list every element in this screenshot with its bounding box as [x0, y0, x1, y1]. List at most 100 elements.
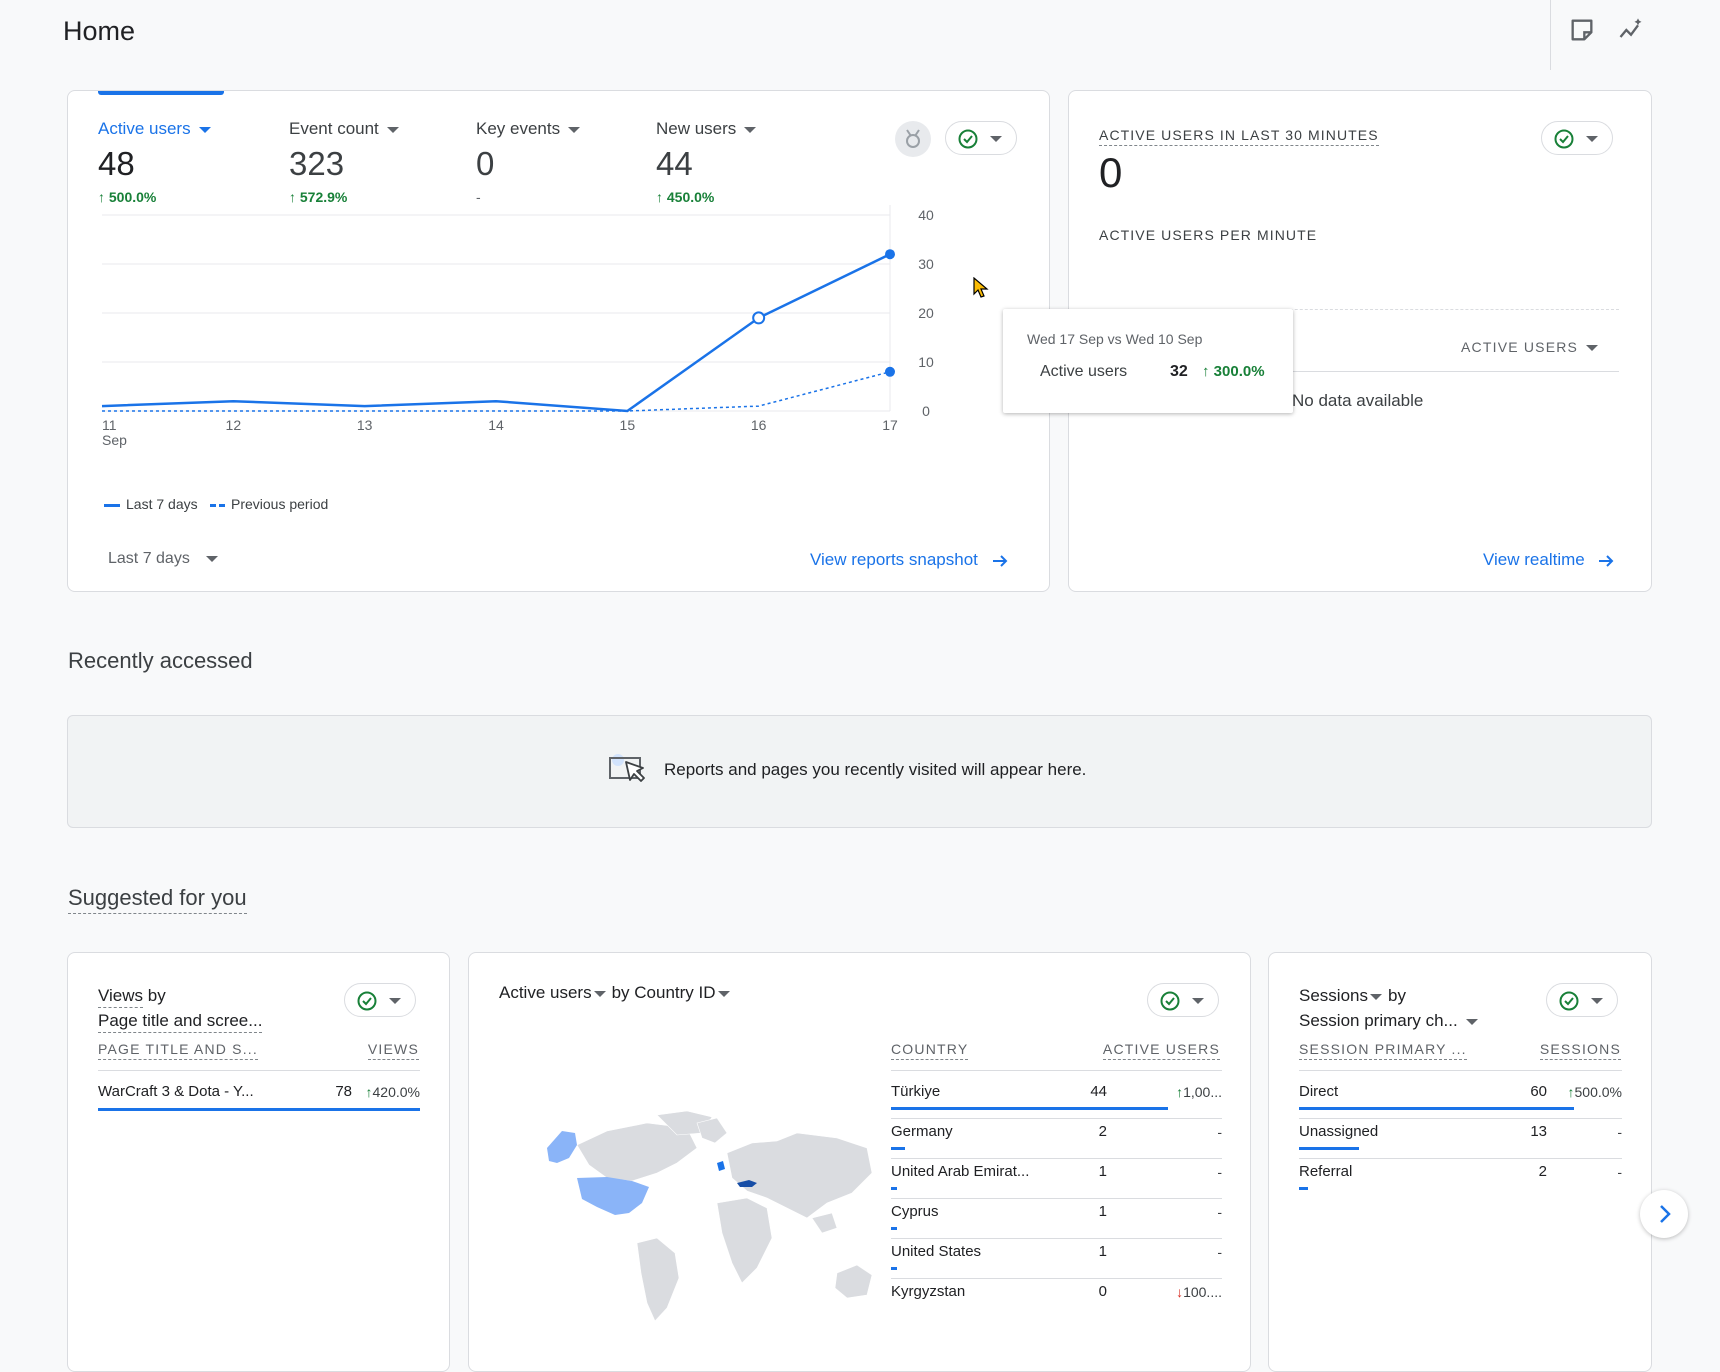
country-header-divider	[891, 1070, 1222, 1071]
country-card: Active users by Country ID COUNTRY ACTIVE…	[468, 952, 1251, 1372]
row-divider	[891, 1278, 1222, 1279]
table-row[interactable]: Türkiye 44 ↑1,00...	[891, 1083, 1222, 1119]
check-circle-icon	[1554, 129, 1574, 149]
realtime-column-header[interactable]: ACTIVE USERS	[1461, 339, 1599, 355]
sessions-col-value: SESSIONS	[1539, 1041, 1621, 1060]
sessions-card: Sessions by Session primary ch... SESSION…	[1268, 952, 1652, 1372]
table-row[interactable]: Unassigned 13 -	[1299, 1123, 1622, 1159]
views-filter-button[interactable]	[344, 983, 416, 1017]
current-period-line	[101, 253, 891, 413]
metric-key-events[interactable]: Key events 0 -	[476, 119, 636, 205]
overview-card: Active users 48 ↑ 500.0% Event count 323…	[67, 90, 1293, 592]
recently-accessed-title: Recently accessed	[68, 648, 253, 673]
chevron-right-icon	[1660, 1205, 1671, 1223]
legend-previous: Previous period	[210, 496, 328, 512]
x-tick-label: 12	[226, 417, 242, 433]
chevron-down-icon	[1586, 136, 1598, 142]
x-tick-label: 16	[751, 417, 767, 433]
x-tick-label: 14	[488, 417, 504, 433]
table-row[interactable]: Referral 2 -	[1299, 1163, 1622, 1199]
table-row-bar	[891, 1227, 898, 1230]
table-row[interactable]: United States 1 -	[891, 1243, 1222, 1279]
country-filter-button[interactable]	[1147, 983, 1219, 1017]
no-data-message: No data available	[1292, 391, 1424, 410]
views-header-divider	[98, 1070, 420, 1071]
table-row-value: 1	[1098, 1163, 1107, 1180]
check-circle-icon	[1559, 991, 1579, 1011]
view-realtime-link[interactable]: View realtime	[1483, 550, 1615, 570]
table-row-value: 44	[1090, 1083, 1107, 1100]
metric-value: 323	[289, 145, 345, 182]
per-minute-baseline	[1099, 309, 1619, 310]
table-row-name: United Arab Emirat...	[891, 1163, 1030, 1180]
table-row-name: Germany	[891, 1123, 953, 1140]
table-row-value: 78	[335, 1083, 352, 1100]
y-tick-label: 40	[918, 207, 934, 223]
table-row-change: ↑1,00...	[1176, 1084, 1222, 1100]
active-users-line-chart[interactable]: 0 10 20 30 40 11 12 13 14 15 16 17 Sep	[68, 201, 1051, 461]
table-row[interactable]: Germany 2 -	[891, 1123, 1222, 1159]
insights-badge-icon[interactable]	[895, 121, 931, 157]
turkiye-shape	[737, 1180, 757, 1187]
sessions-card-title[interactable]: Sessions by Session primary ch...	[1299, 983, 1478, 1033]
metric-event-count[interactable]: Event count 323 ↑ 572.9%	[289, 119, 449, 205]
pointer-click-icon	[609, 754, 645, 782]
metric-active-users[interactable]: Active users 48 ↑ 500.0%	[98, 119, 258, 205]
tooltip-value: 32	[1170, 363, 1188, 380]
sessions-header-divider	[1299, 1070, 1622, 1071]
x-tick-label: 15	[620, 417, 636, 433]
usa-shape	[577, 1177, 649, 1215]
y-tick-label: 10	[918, 354, 934, 370]
row-divider	[891, 1118, 1222, 1119]
country-card-title[interactable]: Active users by Country ID	[499, 983, 730, 1003]
realtime-filter-button[interactable]	[1541, 121, 1613, 155]
date-range-dropdown[interactable]: Last 7 days	[108, 550, 218, 568]
table-row-name: United States	[891, 1243, 982, 1260]
chevron-down-icon	[1591, 998, 1603, 1004]
world-map[interactable]	[537, 1103, 877, 1323]
metric-new-users[interactable]: New users 44 ↑ 450.0%	[656, 119, 816, 205]
tooltip-date: Wed 17 Sep vs Wed 10 Sep	[1027, 331, 1203, 347]
suggested-title: Suggested for you	[68, 885, 247, 914]
carousel-next-button[interactable]	[1640, 1190, 1688, 1238]
metric-label: Key events	[476, 119, 636, 139]
arrow-right-icon	[992, 554, 1008, 567]
table-row[interactable]: Kyrgyzstan 0 ↓100....	[891, 1283, 1222, 1319]
metric-change: ↑ 572.9%	[289, 189, 348, 205]
x-tick-label: 11	[102, 417, 117, 433]
per-minute-title: ACTIVE USERS PER MINUTE	[1099, 227, 1318, 243]
table-row[interactable]: Cyprus 1 -	[891, 1203, 1222, 1239]
tooltip-change: ↑ 300.0%	[1202, 363, 1265, 380]
table-row[interactable]: Direct 60 ↑500.0%	[1299, 1083, 1622, 1119]
table-row-change: ↓100....	[1176, 1284, 1222, 1300]
table-row-value: 13	[1530, 1123, 1547, 1140]
check-circle-icon	[958, 129, 978, 149]
metric-value: 0	[476, 145, 495, 182]
table-row-bar	[891, 1267, 898, 1270]
chevron-down-icon	[1192, 998, 1204, 1004]
table-row[interactable]: United Arab Emirat... 1 -	[891, 1163, 1222, 1199]
table-row-name: Direct	[1299, 1083, 1339, 1100]
y-tick-label: 0	[922, 403, 930, 419]
insights-icon[interactable]	[1616, 16, 1646, 44]
table-row-change: ↑420.0%	[365, 1084, 420, 1100]
notes-icon[interactable]	[1568, 16, 1596, 44]
views-card-title[interactable]: Views by Page title and scree...	[98, 983, 263, 1033]
comparison-filter-button[interactable]	[945, 121, 1017, 155]
chevron-down-icon	[990, 136, 1002, 142]
row-divider	[1299, 1118, 1622, 1119]
table-row-change: ↑500.0%	[1567, 1084, 1622, 1100]
current-point-marker	[885, 249, 895, 260]
metric-value: 44	[656, 145, 693, 182]
table-row-value: 2	[1538, 1163, 1547, 1180]
arrow-right-icon	[1599, 554, 1614, 567]
view-reports-snapshot-link[interactable]: View reports snapshot	[810, 550, 1009, 570]
sessions-filter-button[interactable]	[1546, 983, 1618, 1017]
table-row-change: -	[1217, 1124, 1222, 1140]
table-row-change: -	[1617, 1124, 1622, 1140]
table-row-bar	[98, 1108, 420, 1111]
chevron-down-icon	[389, 998, 401, 1004]
table-row-bar	[1299, 1187, 1309, 1190]
x-tick-sublabel: Sep	[102, 432, 127, 448]
table-row-name[interactable]: WarCraft 3 & Dota - Y...	[98, 1083, 254, 1100]
